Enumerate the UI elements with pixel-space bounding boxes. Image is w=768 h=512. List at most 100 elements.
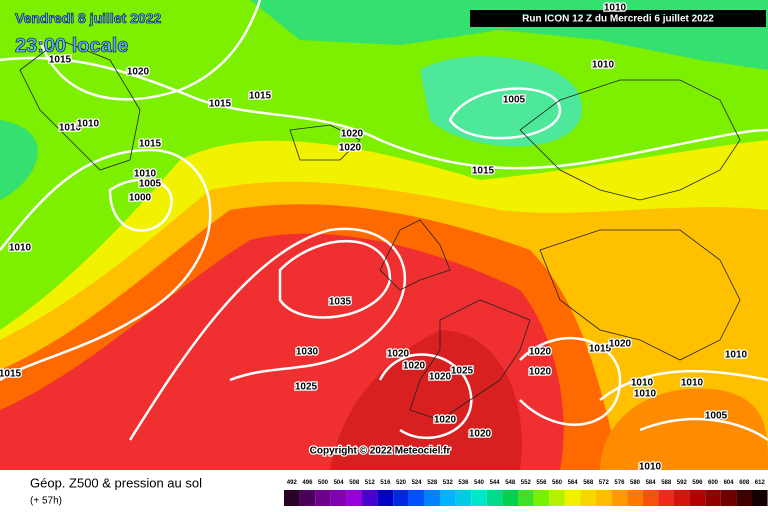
scale-label: 516 <box>380 480 391 486</box>
scale-label: 508 <box>349 480 360 486</box>
isobar-label: 1020 <box>429 372 452 383</box>
scale-swatch <box>752 490 768 506</box>
scale-swatch <box>627 490 643 506</box>
legend-lead: (+ 57h) <box>30 496 62 507</box>
isobar-label: 1010 <box>681 378 704 389</box>
scale-swatch <box>674 490 690 506</box>
scale-swatch <box>642 490 659 506</box>
copyright: Copyright © 2022 Meteociel.fr <box>310 446 451 457</box>
scale-swatch <box>440 490 456 506</box>
scale-label: 496 <box>302 480 313 486</box>
isobar-label: 1015 <box>249 91 272 102</box>
scale-label: 588 <box>661 480 672 486</box>
isobar-label: 1020 <box>341 129 364 140</box>
scale-label: 564 <box>568 480 579 486</box>
scale-label: 524 <box>412 480 423 486</box>
isobar-label: 1010 <box>604 3 627 14</box>
isobar-label: 1000 <box>129 193 152 204</box>
isobar-label: 1020 <box>529 347 552 358</box>
isobar-label: 1020 <box>529 367 552 378</box>
scale-label: 580 <box>630 480 641 486</box>
isobar-label: 1010 <box>631 378 654 389</box>
scale-swatch <box>424 490 440 506</box>
scale-label: 584 <box>646 480 657 486</box>
isobar-label: 1015 <box>139 139 162 150</box>
isobar-label: 1020 <box>387 349 410 360</box>
scale-swatch <box>564 490 581 506</box>
isobar-label: 1025 <box>295 382 318 393</box>
zone-red-dark <box>330 330 522 470</box>
scale-swatch <box>346 490 362 506</box>
zone-teal <box>420 56 583 147</box>
scale-label: 596 <box>692 480 703 486</box>
scale-label: 608 <box>739 480 750 486</box>
isobar-label: 1020 <box>403 361 426 372</box>
scale-swatch <box>502 490 518 506</box>
scale-swatch <box>518 490 534 506</box>
scale-swatch <box>580 490 596 506</box>
scale-label: 576 <box>614 480 625 486</box>
run-label: Run ICON 12 Z du Mercredi 6 juillet 2022 <box>522 14 714 25</box>
isobar-label: 1020 <box>434 415 457 426</box>
scale-swatch <box>720 490 737 506</box>
isobar-label: 1010 <box>59 123 82 134</box>
scale-label: 572 <box>599 480 610 486</box>
scale-label: 548 <box>505 480 516 486</box>
isobar-label: 1015 <box>589 344 612 355</box>
scale-swatch <box>315 490 331 506</box>
isobar-label: 1020 <box>469 429 492 440</box>
scale-swatch <box>533 490 550 506</box>
isobar-label: 1010 <box>592 60 615 71</box>
scale-label: 544 <box>490 480 501 486</box>
scale-label: 604 <box>724 480 735 486</box>
run-box <box>470 10 766 27</box>
scale-swatch <box>658 490 674 506</box>
scale-swatch <box>408 490 425 506</box>
scale-swatch <box>611 490 628 506</box>
isobar-label: 1020 <box>127 67 150 78</box>
isobar-label: 1010 <box>634 389 657 400</box>
color-scale: 492 496 500 504 508 512 516 520 524 528 532 536 540 5… <box>284 480 768 506</box>
isobar-label: 1020 <box>609 339 632 350</box>
scale-swatch <box>284 490 300 506</box>
isobar-labels: 1015102010151015101010101015102010201010… <box>0 1 749 474</box>
isobar-label: 1015 <box>0 369 22 380</box>
scale-swatch <box>330 490 347 506</box>
scale-label: 556 <box>536 480 547 486</box>
scale-label: 500 <box>318 480 329 486</box>
coastlines <box>19 39 741 421</box>
time-label: 23:00 locale <box>15 35 128 57</box>
legend-title: Géop. Z500 & pression au sol <box>30 475 202 490</box>
isobar-label: 1010 <box>134 169 157 180</box>
zone-green2 <box>0 120 38 200</box>
scale-swatch <box>689 490 706 506</box>
isobar-label: 1010 <box>77 119 100 130</box>
isobar-label: 1025 <box>451 366 474 377</box>
scale-swatch <box>549 490 565 506</box>
date-label: Vendredi 8 juillet 2022 <box>15 10 162 26</box>
scale-label: 512 <box>365 480 376 486</box>
scale-swatch <box>736 490 752 506</box>
isobar-label: 1015 <box>49 55 72 66</box>
isobar-label: 1030 <box>296 347 319 358</box>
isobars <box>0 0 768 442</box>
scale-label: 492 <box>287 480 298 486</box>
scale-swatch <box>596 490 612 506</box>
scale-label: 520 <box>396 480 407 486</box>
scale-swatch <box>486 490 503 506</box>
scale-label: 592 <box>677 480 688 486</box>
scale-swatch <box>377 490 394 506</box>
zone-orange-se <box>600 388 768 470</box>
scale-label: 600 <box>708 480 719 486</box>
scale-label: 612 <box>755 480 766 486</box>
scale-swatch <box>455 490 472 506</box>
isobar-label: 1035 <box>329 297 352 308</box>
scale-swatch <box>299 490 316 506</box>
scale-label: 552 <box>521 480 532 486</box>
scale-label: 540 <box>474 480 485 486</box>
scale-label: 532 <box>443 480 454 486</box>
scale-swatch <box>471 490 487 506</box>
isobar-label: 1015 <box>209 99 232 110</box>
